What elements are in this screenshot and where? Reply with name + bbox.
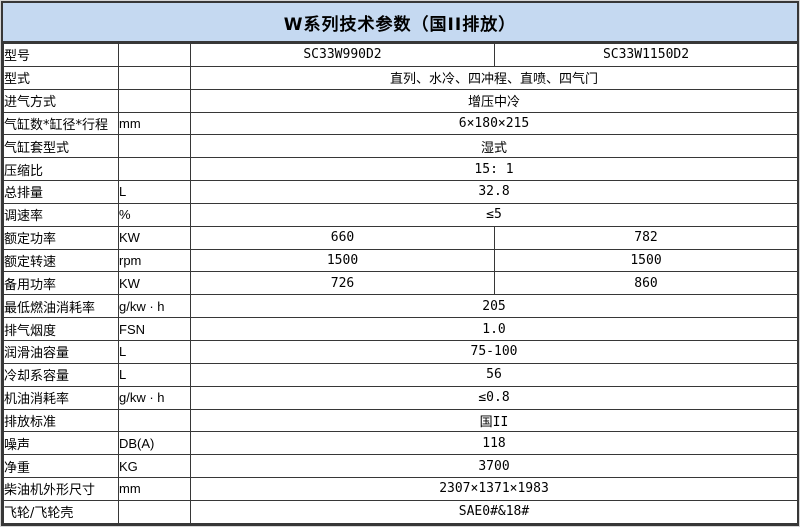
param-unit: KG bbox=[118, 454, 191, 479]
param-unit: KW bbox=[118, 225, 191, 250]
param-value-model2: 1500 bbox=[494, 248, 797, 273]
table-row: 进气方式 增压中冷 bbox=[3, 88, 797, 113]
param-unit bbox=[118, 408, 191, 433]
param-unit bbox=[118, 88, 191, 113]
table-row: 噪声 DB(A) 118 bbox=[3, 431, 797, 456]
param-label: 型式 bbox=[3, 65, 119, 90]
table-row: 排气烟度 FSN 1.0 bbox=[3, 317, 797, 341]
param-value-model1: 660 bbox=[190, 225, 495, 250]
param-value: 1.0 bbox=[190, 317, 797, 341]
param-value: 增压中冷 bbox=[190, 88, 797, 113]
param-unit: g/kw · h bbox=[118, 294, 191, 319]
param-unit bbox=[118, 157, 191, 182]
param-label: 净重 bbox=[3, 454, 119, 479]
param-label: 总排量 bbox=[3, 180, 119, 204]
param-value-model1: 726 bbox=[190, 271, 495, 296]
param-label: 进气方式 bbox=[3, 88, 119, 113]
title-bar: W系列技术参数（国II排放） bbox=[3, 3, 797, 43]
table-row: 额定转速 rpm 1500 1500 bbox=[3, 248, 797, 273]
param-label: 型号 bbox=[3, 43, 119, 67]
table-row: 型式 直列、水冷、四冲程、直喷、四气门 bbox=[3, 65, 797, 90]
param-value-model2: 782 bbox=[494, 225, 797, 250]
param-unit: mm bbox=[118, 477, 191, 501]
param-value: 205 bbox=[190, 294, 797, 319]
param-unit: L bbox=[118, 362, 191, 387]
param-value: ≤0.8 bbox=[190, 385, 797, 410]
table-row: 冷却系容量 L 56 bbox=[3, 362, 797, 387]
param-unit: mm bbox=[118, 111, 191, 136]
param-unit bbox=[118, 134, 191, 159]
table-row: 润滑油容量 L 75-100 bbox=[3, 339, 797, 364]
param-value: 直列、水冷、四冲程、直喷、四气门 bbox=[190, 65, 797, 90]
table-row: 型号 SC33W990D2 SC33W1150D2 bbox=[3, 43, 797, 67]
param-label: 冷却系容量 bbox=[3, 362, 119, 387]
param-unit: FSN bbox=[118, 317, 191, 341]
param-label: 额定功率 bbox=[3, 225, 119, 250]
param-value-model2: 860 bbox=[494, 271, 797, 296]
param-label: 气缸套型式 bbox=[3, 134, 119, 159]
param-label: 排放标准 bbox=[3, 408, 119, 433]
param-value: 国II bbox=[190, 408, 797, 433]
table-row: 排放标准 国II bbox=[3, 408, 797, 433]
param-label: 最低燃油消耗率 bbox=[3, 294, 119, 319]
param-unit: % bbox=[118, 202, 191, 227]
param-label: 压缩比 bbox=[3, 157, 119, 182]
param-value: 118 bbox=[190, 431, 797, 456]
param-unit: L bbox=[118, 180, 191, 204]
param-unit: g/kw · h bbox=[118, 385, 191, 410]
param-label: 润滑油容量 bbox=[3, 339, 119, 364]
param-unit: KW bbox=[118, 271, 191, 296]
table-row: 总排量 L 32.8 bbox=[3, 180, 797, 204]
page-title: W系列技术参数（国II排放） bbox=[283, 14, 517, 35]
table-row: 飞轮/飞轮壳 SAE0#&18# bbox=[3, 499, 797, 524]
param-unit: DB(A) bbox=[118, 431, 191, 456]
param-value-model2: SC33W1150D2 bbox=[494, 43, 797, 67]
param-label: 噪声 bbox=[3, 431, 119, 456]
param-value: 3700 bbox=[190, 454, 797, 479]
param-value: 75-100 bbox=[190, 339, 797, 364]
param-value: 湿式 bbox=[190, 134, 797, 159]
param-label: 飞轮/飞轮壳 bbox=[3, 499, 119, 524]
param-value-model1: 1500 bbox=[190, 248, 495, 273]
param-unit: L bbox=[118, 339, 191, 364]
param-value-model1: SC33W990D2 bbox=[190, 43, 495, 67]
table-row: 机油消耗率 g/kw · h ≤0.8 bbox=[3, 385, 797, 410]
param-value: 2307×1371×1983 bbox=[190, 477, 797, 501]
table-row: 柴油机外形尺寸 mm 2307×1371×1983 bbox=[3, 477, 797, 501]
param-unit: rpm bbox=[118, 248, 191, 273]
param-label: 柴油机外形尺寸 bbox=[3, 477, 119, 501]
table-row: 气缸套型式 湿式 bbox=[3, 134, 797, 159]
param-label: 气缸数*缸径*行程 bbox=[3, 111, 119, 136]
param-unit bbox=[118, 499, 191, 524]
table-row: 调速率 % ≤5 bbox=[3, 202, 797, 227]
table-row: 最低燃油消耗率 g/kw · h 205 bbox=[3, 294, 797, 319]
table-row: 额定功率 KW 660 782 bbox=[3, 225, 797, 250]
param-value: 32.8 bbox=[190, 180, 797, 204]
param-unit bbox=[118, 65, 191, 90]
param-value: 15: 1 bbox=[190, 157, 797, 182]
table-row: 压缩比 15: 1 bbox=[3, 157, 797, 182]
param-label: 机油消耗率 bbox=[3, 385, 119, 410]
spec-table: 型号 SC33W990D2 SC33W1150D2 型式 直列、水冷、四冲程、直… bbox=[3, 43, 797, 524]
param-value: 6×180×215 bbox=[190, 111, 797, 136]
table-row: 气缸数*缸径*行程 mm 6×180×215 bbox=[3, 111, 797, 136]
table-row: 备用功率 KW 726 860 bbox=[3, 271, 797, 296]
param-label: 额定转速 bbox=[3, 248, 119, 273]
table-row: 净重 KG 3700 bbox=[3, 454, 797, 479]
param-value: 56 bbox=[190, 362, 797, 387]
param-value: SAE0#&18# bbox=[190, 499, 797, 524]
param-label: 排气烟度 bbox=[3, 317, 119, 341]
param-unit bbox=[118, 43, 191, 67]
param-label: 调速率 bbox=[3, 202, 119, 227]
param-value: ≤5 bbox=[190, 202, 797, 227]
param-label: 备用功率 bbox=[3, 271, 119, 296]
